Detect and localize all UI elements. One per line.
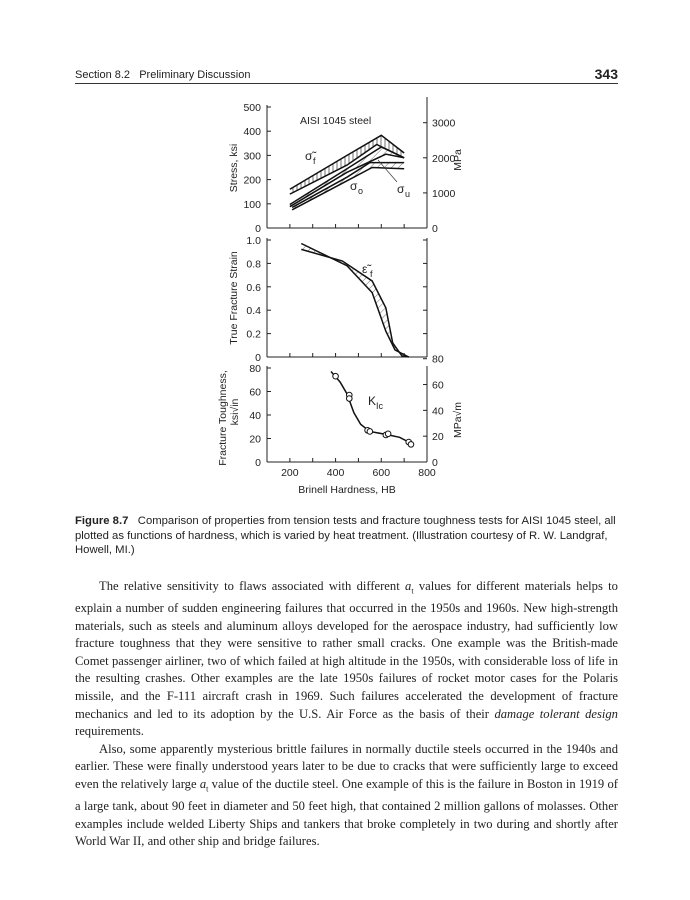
y-tick-label: 1.0 [246,235,261,247]
sigma-f-label: σ̃ [305,149,317,163]
kic-data-point [345,395,353,402]
y-tick-label: 0.4 [246,305,261,317]
mpa-axis-label: MPa [452,149,464,171]
ultimate-strength-band-lower [291,166,405,211]
sigma-u-leader [377,159,398,183]
x-tick-label: 200 [281,467,299,479]
ultimate-strength-band-fill [292,162,405,210]
kic-data-point [366,428,374,435]
y-tick-label: 0 [255,223,261,235]
paragraph-2: Also, some apparently mysterious brittle… [75,741,618,849]
y-tick-label: 0 [255,352,261,364]
y-tick-label: 20 [249,434,261,446]
y-tick-label: 500 [243,102,261,114]
sigma-u-label: σ [397,182,405,196]
y-tick-label: 40 [249,410,261,422]
caption-label: Figure 8.7 [75,515,129,527]
sigma-o-label-subscript: o [358,186,363,196]
ultimate-strength-band-upper [291,161,405,209]
sigma-f-label-subscript: f [313,156,316,166]
x-tick-label: 600 [373,467,391,479]
sigma-u-label-subscript: u [405,189,410,199]
epsilon-f-label-subscript: f [370,269,373,279]
kic-data-point [332,372,339,380]
figure-caption: Figure 8.7 Comparison of properties from… [75,514,620,558]
x-tick-label: 800 [418,467,436,479]
y-tick-label: 200 [243,175,261,187]
kic-curve [330,371,414,446]
y2-tick-label: 60 [432,380,444,392]
figure-8-7: 0100200300400500010002000300000.20.40.60… [217,97,464,496]
y2-tick-label: 0 [432,457,438,469]
y2-tick-label: 1000 [432,188,456,200]
x-axis-label: Brinell Hardness, HB [298,484,395,496]
paragraph-1: The relative sensitivity to flaws associ… [75,579,618,739]
section-title: Section 8.2 Preliminary Discussion [75,69,251,81]
mpa-sqrt-m-label: MPa√m [452,402,464,438]
y-tick-label: 0.6 [246,282,261,294]
y-tick-label: 80 [249,363,261,375]
yield-strength-band-lower [289,153,405,208]
y2-tick-label: 40 [432,405,444,417]
y2-tick-label: 80 [432,354,444,366]
kic-label-subscript: Ic [376,401,384,411]
y-tick-label: 0.2 [246,329,261,341]
y-tick-label: 0.8 [246,258,261,270]
toughness-unit-label: ksi√in [229,398,241,425]
y-tick-label: 300 [243,150,261,162]
yield-strength-band-upper [289,146,405,206]
y-tick-label: 0 [255,457,261,469]
caption-text: Comparison of properties from tension te… [75,515,616,556]
y-tick-label: 400 [243,126,261,138]
y2-tick-label: 2000 [432,153,456,165]
y2-tick-label: 20 [432,431,444,443]
fracture-strain-band-lower [301,248,409,358]
sigma-o-label: σ [350,179,358,193]
toughness-axis-label: Fracture Toughness, [217,370,229,466]
y2-tick-label: 3000 [432,118,456,130]
x-tick-label: 400 [327,467,345,479]
kic-label: K [368,394,376,408]
y-tick-label: 60 [249,387,261,399]
fracture-strain-band-upper [300,242,410,358]
kic-data-point [384,430,392,438]
running-header: Section 8.2 Preliminary Discussion 343 [75,66,618,84]
kic-data-point [407,441,415,448]
page-number: 343 [594,66,618,82]
strain-axis-label: True Fracture Strain [228,251,240,345]
y-tick-label: 100 [243,199,261,211]
material-label: AISI 1045 steel [300,115,371,127]
y2-tick-label: 0 [432,223,438,235]
stress-axis-label: Stress, ksi [228,144,240,192]
epsilon-f-label: ε̃ [362,262,372,276]
true-fracture-strength-band-upper [289,134,405,190]
body-text: The relative sensitivity to flaws associ… [75,578,618,851]
